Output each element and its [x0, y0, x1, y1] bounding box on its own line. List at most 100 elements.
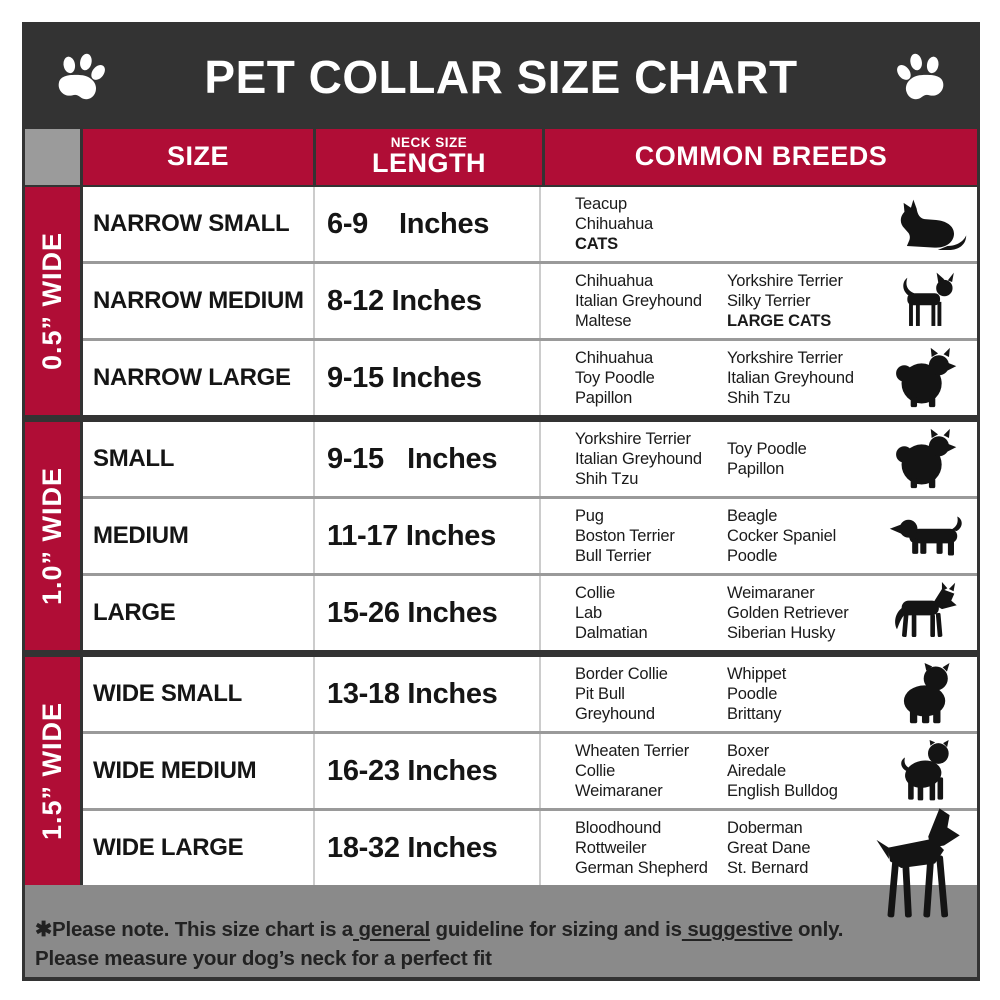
length-cell: 13-18 Inches: [313, 657, 539, 731]
header-length: NECK SIZE LENGTH: [316, 129, 542, 185]
table-header-row: SIZE NECK SIZE LENGTH COMMON BREEDS: [25, 129, 977, 185]
breeds-cell: Pug Boston Terrier Bull Terrier Beagle Cocke…: [539, 499, 977, 573]
table-row: NARROW LARGE 9-15 Inches Chihuahua Toy Pood…: [83, 338, 977, 415]
size-cell: WIDE SMALL: [93, 680, 242, 707]
breed-name: Pit Bull: [575, 685, 625, 703]
size-cell: NARROW LARGE: [93, 364, 291, 391]
length-cell: 6-9 Inches: [313, 187, 539, 261]
breed-name: Italian Greyhound: [575, 450, 702, 468]
length-cell: 11-17 Inches: [313, 499, 539, 573]
size-cell: WIDE MEDIUM: [93, 757, 257, 784]
footer-text-segment: guideline for sizing and is: [430, 918, 683, 941]
breed-icon-slot: [877, 576, 977, 650]
pomeranian-icon: [889, 428, 967, 490]
pomeranian-icon: [889, 347, 967, 409]
width-group: 1.5” WIDE WIDE SMALL 13-18 Inches Border Co…: [25, 657, 977, 918]
breeds-col-2: Weimaraner Golden Retriever Siberian Husky: [727, 583, 877, 643]
breed-name: Italian Greyhound: [575, 292, 702, 310]
breeds-cell: Chihuahua Toy Poodle Papillon Yorkshire Ter…: [539, 341, 977, 415]
breeds-col-2: Yorkshire Terrier Silky Terrier LARGE CATS: [727, 271, 877, 331]
breed-name: Weimaraner: [575, 782, 663, 800]
breed-icon-slot: [877, 264, 977, 338]
breed-name: Beagle: [727, 507, 778, 525]
breed-icon-slot: [877, 657, 977, 731]
table-row: WIDE LARGE 18-32 Inches Bloodhound Rottweil…: [83, 808, 977, 918]
length-cell: 16-23 Inches: [313, 734, 539, 808]
breed-name: Poodle: [727, 547, 778, 565]
breed-name: Chihuahua: [575, 349, 654, 367]
breed-name: Boxer: [727, 742, 770, 760]
breed-name: Toy Poodle: [727, 440, 807, 458]
breed-name: Bloodhound: [575, 819, 662, 837]
breeds-col-2: Yorkshire Terrier Italian Greyhound Shih T…: [727, 348, 877, 408]
breed-name: German Shepherd: [575, 859, 708, 877]
breed-name: Papillon: [727, 460, 785, 478]
length-cell: 15-26 Inches: [313, 576, 539, 650]
size-cell: SMALL: [93, 445, 175, 472]
breeds-col-1: Collie Lab Dalmatian: [575, 583, 727, 643]
length-cell: 18-32 Inches: [313, 811, 539, 885]
breeds-col-2: Whippet Poodle Brittany: [727, 664, 877, 724]
beagle-icon: [889, 505, 967, 567]
sitting-cat-icon: [889, 193, 967, 255]
breed-name: CATS: [575, 235, 618, 253]
width-band-label-bar: 1.0” WIDE: [25, 422, 80, 650]
doberman-icon: [863, 805, 971, 931]
footer-note: ✱Please note. This size chart is a gener…: [25, 885, 977, 977]
bulldog-icon: [889, 663, 967, 725]
footer-note-line2: Please measure your dog’s neck for a per…: [35, 947, 492, 970]
header-neck-size-label: NECK SIZE: [390, 135, 468, 151]
group-rows: NARROW SMALL 6-9 Inches Teacup Chihuahua CAT…: [83, 187, 977, 415]
breed-name: Collie: [575, 762, 616, 780]
length-cell: 8-12 Inches: [313, 264, 539, 338]
breeds-col-2: Boxer Airedale English Bulldog: [727, 741, 877, 801]
breed-name: Yorkshire Terrier: [727, 349, 843, 367]
breeds-col-1: Border Collie Pit Bull Greyhound: [575, 664, 727, 724]
footer-underlined-word: suggestive: [681, 918, 793, 941]
size-cell: NARROW MEDIUM: [93, 287, 304, 314]
header-breeds-label: COMMON BREEDS: [634, 141, 888, 172]
breeds-cell: Yorkshire Terrier Italian Greyhound Shih T…: [539, 422, 977, 496]
breed-name: St. Bernard: [727, 859, 809, 877]
breed-name: Shih Tzu: [727, 389, 791, 407]
breeds-col-1: Bloodhound Rottweiler German Shepherd: [575, 818, 727, 878]
table-row: NARROW MEDIUM 8-12 Inches Chihuahua Italian…: [83, 261, 977, 338]
table-row: WIDE MEDIUM 16-23 Inches Wheaten Terrier Co…: [83, 731, 977, 808]
breeds-col-2: Toy Poodle Papillon: [727, 439, 877, 479]
group-rows: WIDE SMALL 13-18 Inches Border Collie Pit B…: [83, 657, 977, 918]
breed-name: Papillon: [575, 389, 633, 407]
breed-name: Greyhound: [575, 705, 655, 723]
breed-icon-slot: [876, 808, 977, 918]
breed-name: Lab: [575, 604, 602, 622]
breeds-col-1: Chihuahua Italian Greyhound Maltese: [575, 271, 727, 331]
breed-name: Collie: [575, 584, 616, 602]
breeds-cell: Collie Lab Dalmatian Weimaraner Golden Retri…: [539, 576, 977, 650]
breeds-col-1: Pug Boston Terrier Bull Terrier: [575, 506, 727, 566]
breed-name: Weimaraner: [727, 584, 815, 602]
table-body: 0.5” WIDE NARROW SMALL 6-9 Inches Teacup Chi…: [25, 187, 977, 918]
breed-name: LARGE CATS: [727, 312, 832, 330]
breed-name: Chihuahua: [575, 272, 654, 290]
breed-name: Maltese: [575, 312, 632, 330]
title-bar: PET COLLAR SIZE CHART: [25, 25, 977, 129]
breed-name: Italian Greyhound: [727, 369, 854, 387]
standing-cat-icon: [889, 270, 967, 332]
breeds-col-1: Yorkshire Terrier Italian Greyhound Shih T…: [575, 429, 727, 489]
length-cell: 9-15 Inches: [313, 341, 539, 415]
breed-icon-slot: [877, 341, 977, 415]
breed-name: Shih Tzu: [575, 470, 639, 488]
breed-name: Great Dane: [727, 839, 811, 857]
breed-name: Airedale: [727, 762, 786, 780]
width-group: 0.5” WIDE NARROW SMALL 6-9 Inches Teacup Chi…: [25, 187, 977, 415]
breed-name: Golden Retriever: [727, 604, 849, 622]
breeds-col-1: Wheaten Terrier Collie Weimaraner: [575, 741, 727, 801]
width-band-label: 1.0” WIDE: [37, 466, 67, 606]
breeds-col-1: Chihuahua Toy Poodle Papillon: [575, 348, 727, 408]
length-cell: 9-15 Inches: [313, 422, 539, 496]
breed-icon-slot: [877, 734, 977, 808]
breed-name: Pug: [575, 507, 604, 525]
breeds-cell: Teacup Chihuahua CATS: [539, 187, 977, 261]
header-length-label: LENGTH: [372, 148, 486, 179]
footer-note-line1: ✱Please note. This size chart is a gener…: [35, 915, 977, 944]
breed-name: Yorkshire Terrier: [575, 430, 691, 448]
